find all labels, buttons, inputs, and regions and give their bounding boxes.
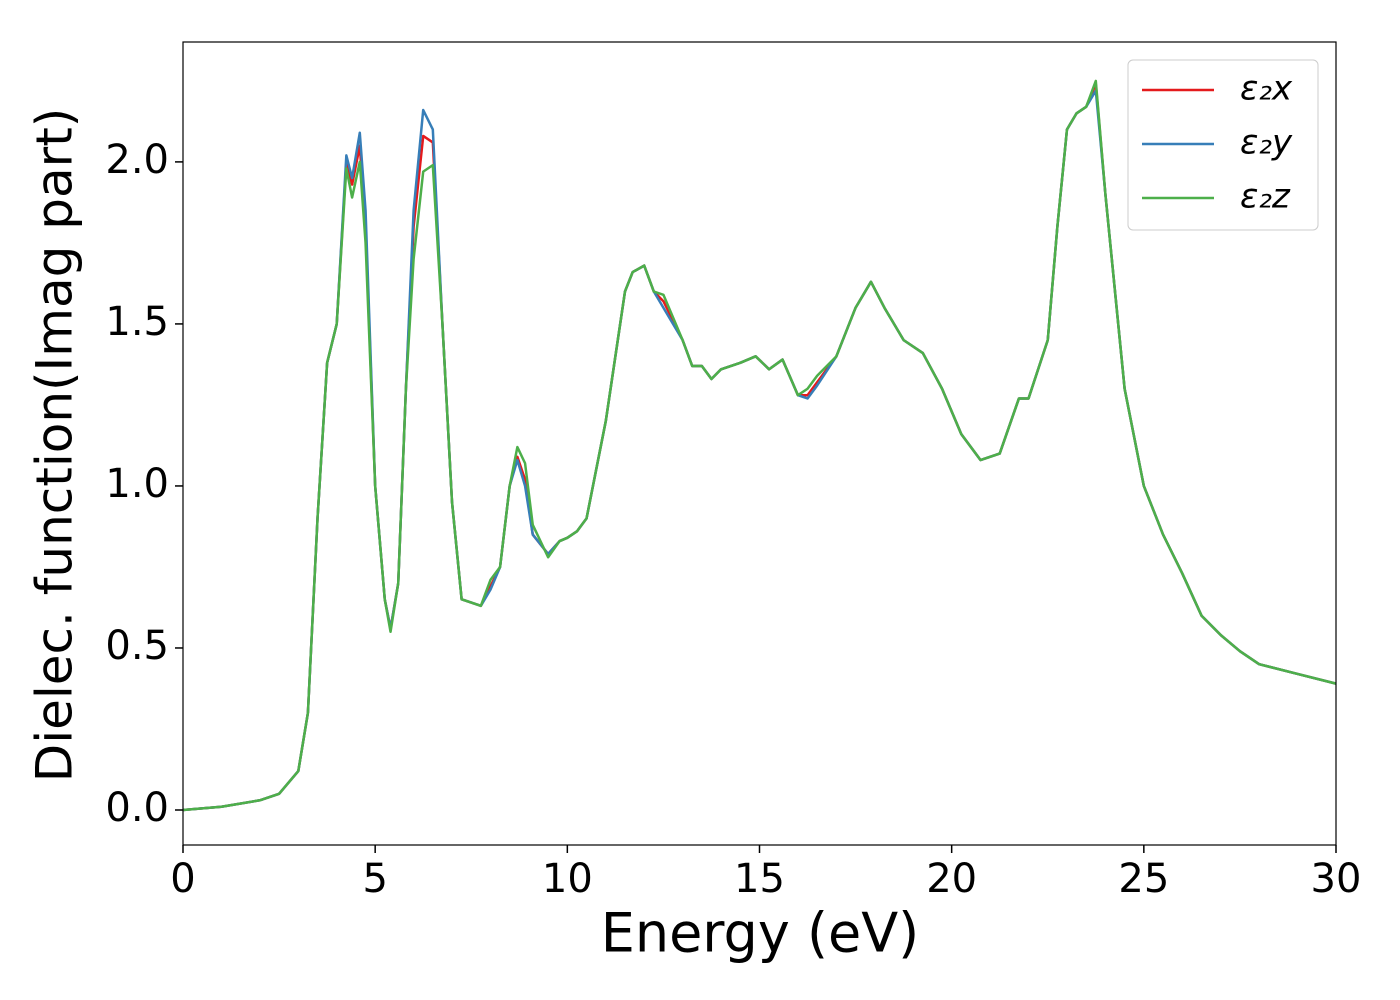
series-line — [182, 79, 1337, 812]
legend-label: ε₂y — [1240, 123, 1293, 163]
y-tick-label: 2.0 — [105, 137, 169, 183]
legend-box — [1127, 59, 1319, 231]
x-axis-label: Energy (eV) — [601, 902, 920, 965]
x-tick-label: 15 — [734, 856, 785, 902]
x-tick-label: 5 — [362, 856, 387, 902]
y-tick-label: 1.5 — [105, 299, 169, 345]
y-tick-label: 0.0 — [105, 785, 169, 831]
y-tick-label: 1.0 — [105, 461, 169, 507]
x-tick-label: 0 — [170, 856, 195, 902]
y-tick-label: 0.5 — [105, 623, 169, 669]
y-axis-label: Dielec. function(Imag part) — [26, 108, 84, 783]
x-tick-label: 25 — [1118, 856, 1169, 902]
x-tick-label: 20 — [926, 856, 977, 902]
legend-label: ε₂z — [1240, 177, 1291, 217]
x-tick-label: 30 — [1311, 856, 1362, 902]
x-tick-label: 10 — [542, 856, 593, 902]
plot-frame — [182, 41, 1337, 846]
legend-label: ε₂x — [1240, 69, 1293, 109]
